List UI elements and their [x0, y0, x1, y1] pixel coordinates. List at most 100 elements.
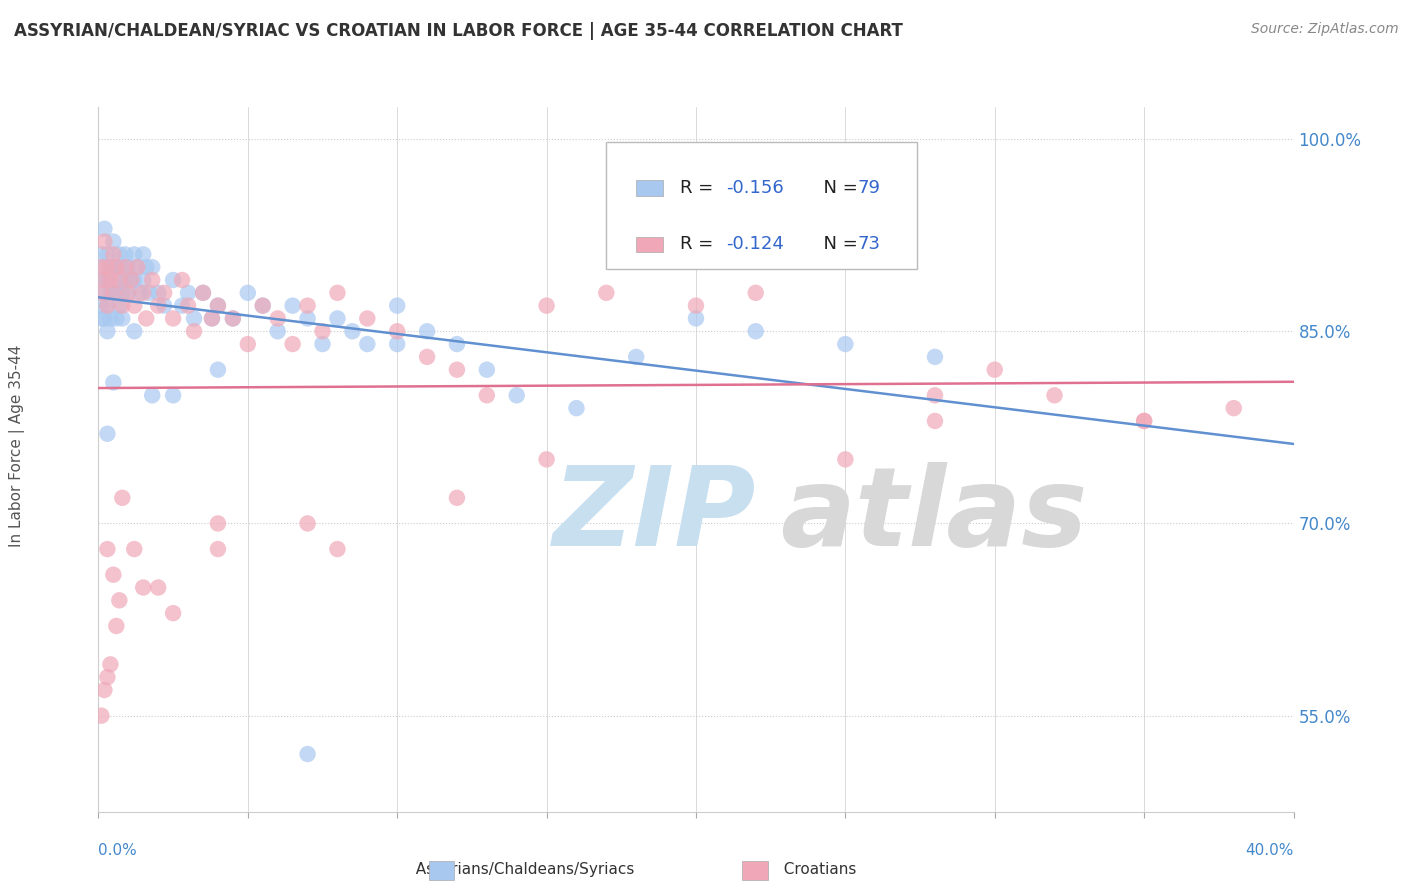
Point	[252, 299, 274, 313]
Point	[416, 324, 439, 338]
Point	[96, 426, 118, 441]
Point	[103, 376, 125, 390]
Point	[108, 247, 131, 261]
Point	[201, 311, 224, 326]
Point	[100, 273, 122, 287]
Point	[506, 388, 529, 402]
Point	[90, 285, 112, 300]
Point	[105, 260, 128, 275]
Point	[177, 285, 200, 300]
Point	[93, 260, 115, 275]
Point	[172, 273, 194, 287]
Point	[201, 311, 224, 326]
Text: R =: R =	[681, 235, 720, 253]
Point	[108, 273, 131, 287]
FancyBboxPatch shape	[606, 142, 917, 269]
Point	[153, 285, 176, 300]
Point	[93, 285, 115, 300]
Point	[446, 362, 468, 376]
Point	[117, 260, 139, 275]
Point	[124, 299, 146, 313]
Point	[90, 273, 112, 287]
Point	[120, 273, 142, 287]
Point	[207, 516, 229, 531]
Point	[326, 542, 349, 557]
Point	[127, 260, 149, 275]
Point	[96, 542, 118, 557]
Text: 79: 79	[858, 179, 880, 197]
Text: ASSYRIAN/CHALDEAN/SYRIAC VS CROATIAN IN LABOR FORCE | AGE 35-44 CORRELATION CHAR: ASSYRIAN/CHALDEAN/SYRIAC VS CROATIAN IN …	[14, 22, 903, 40]
Point	[475, 388, 498, 402]
Point	[207, 542, 229, 557]
Point	[148, 299, 170, 313]
Point	[96, 273, 118, 287]
Point	[267, 324, 290, 338]
Point	[135, 260, 157, 275]
Text: -0.156: -0.156	[725, 179, 783, 197]
Point	[111, 260, 134, 275]
Point	[222, 311, 245, 326]
Point	[108, 593, 131, 607]
Point	[124, 542, 146, 557]
Point	[162, 606, 184, 620]
Point	[90, 260, 112, 275]
Point	[103, 235, 125, 249]
Point	[105, 311, 128, 326]
Point	[1043, 388, 1066, 402]
Point	[148, 285, 170, 300]
Point	[103, 285, 125, 300]
Point	[834, 452, 856, 467]
Point	[924, 414, 946, 428]
Point	[183, 324, 205, 338]
Point	[132, 285, 155, 300]
Text: -0.124: -0.124	[725, 235, 783, 253]
Text: In Labor Force | Age 35-44: In Labor Force | Age 35-44	[8, 345, 25, 547]
Point	[124, 273, 146, 287]
Point	[685, 299, 707, 313]
Point	[385, 337, 409, 351]
Point	[90, 708, 112, 723]
Point	[103, 285, 125, 300]
Point	[162, 273, 184, 287]
Point	[565, 401, 588, 416]
Point	[626, 350, 648, 364]
Text: atlas: atlas	[779, 462, 1087, 569]
Text: N =: N =	[811, 235, 863, 253]
Text: ZIP: ZIP	[553, 462, 756, 569]
Point	[207, 299, 229, 313]
Point	[111, 311, 134, 326]
Point	[311, 324, 333, 338]
Point	[141, 260, 163, 275]
Point	[96, 324, 118, 338]
Point	[93, 235, 115, 249]
Point	[93, 273, 115, 287]
Point	[90, 247, 112, 261]
Point	[297, 747, 319, 761]
Point	[207, 362, 229, 376]
Point	[222, 311, 245, 326]
Point	[111, 491, 134, 505]
Point	[1223, 401, 1246, 416]
Point	[153, 299, 176, 313]
Text: 0.0%: 0.0%	[98, 843, 138, 858]
Bar	[637, 236, 662, 252]
Point	[1133, 414, 1156, 428]
Text: Source: ZipAtlas.com: Source: ZipAtlas.com	[1251, 22, 1399, 37]
Point	[834, 337, 856, 351]
Point	[162, 388, 184, 402]
Point	[191, 285, 214, 300]
Text: Assyrians/Chaldeans/Syriacs: Assyrians/Chaldeans/Syriacs	[406, 863, 634, 877]
Point	[103, 247, 125, 261]
Point	[93, 221, 115, 235]
Point	[100, 657, 122, 672]
Point	[111, 299, 134, 313]
Point	[117, 285, 139, 300]
Point	[96, 670, 118, 684]
Point	[745, 324, 768, 338]
Point	[105, 260, 128, 275]
Point	[536, 299, 558, 313]
Point	[124, 247, 146, 261]
Point	[745, 285, 768, 300]
Bar	[637, 180, 662, 196]
Point	[93, 683, 115, 698]
